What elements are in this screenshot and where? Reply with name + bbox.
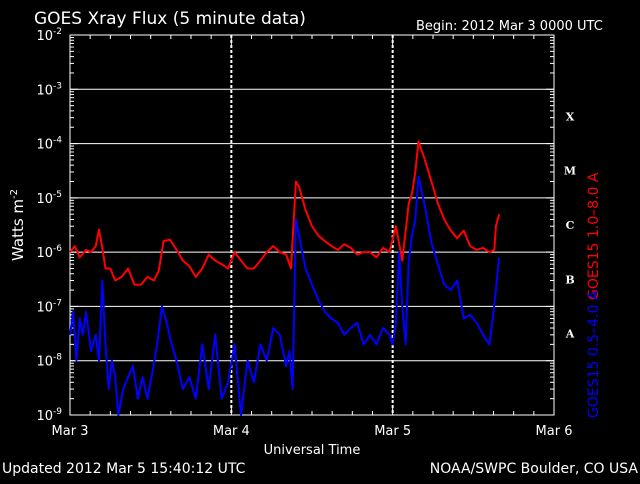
series-line-0 <box>69 140 501 286</box>
chart-title: GOES Xray Flux (5 minute data) <box>34 9 306 29</box>
credit-label: NOAA/SWPC Boulder, CO USA <box>430 461 639 477</box>
x-tick-label: Mar 6 <box>536 424 573 439</box>
series-line-1 <box>69 175 501 416</box>
y-tick-label: 10-7 <box>36 298 62 315</box>
flare-class-a: A <box>565 328 575 341</box>
y-tick-label: 10-9 <box>36 407 62 424</box>
updated-timestamp: Updated 2012 Mar 5 15:40:12 UTC <box>2 461 246 477</box>
y-axis-ticks: 10-2 10-3 10-4 10-5 10-6 10-7 10-8 10-9 <box>36 27 554 424</box>
x-tick-label: Mar 5 <box>374 424 411 439</box>
y-axis-label: Watts m-2 <box>9 189 27 261</box>
gridlines <box>70 88 554 362</box>
y-tick-label: 10-8 <box>36 353 62 370</box>
x-axis-ticks: Mar 3 Mar 4 Mar 5 Mar 6 <box>52 35 573 439</box>
flare-class-x: X <box>566 110 575 123</box>
x-tick-label: Mar 4 <box>213 424 250 439</box>
series-lines <box>69 140 501 416</box>
flare-class-labels: X M C B A <box>564 110 576 340</box>
y-tick-label: 10-4 <box>36 136 62 153</box>
begin-label: Begin: 2012 Mar 3 0000 UTC <box>416 19 603 34</box>
legend-short-channel: GOES15 0.5–4.0 A <box>586 290 602 418</box>
flare-class-b: B <box>565 273 574 286</box>
y-tick-label: 10-3 <box>36 81 62 98</box>
flare-class-c: C <box>566 219 575 232</box>
y-tick-label: 10-6 <box>36 244 62 261</box>
y-tick-label: 10-5 <box>36 190 62 207</box>
y-tick-label: 10-2 <box>36 27 62 44</box>
x-axis-label: Universal Time <box>264 443 361 458</box>
legend-long-channel: GOES15 1.0–8.0 A <box>586 172 602 300</box>
day-separators <box>230 35 394 415</box>
x-tick-label: Mar 3 <box>52 424 89 439</box>
flare-class-m: M <box>564 165 576 178</box>
